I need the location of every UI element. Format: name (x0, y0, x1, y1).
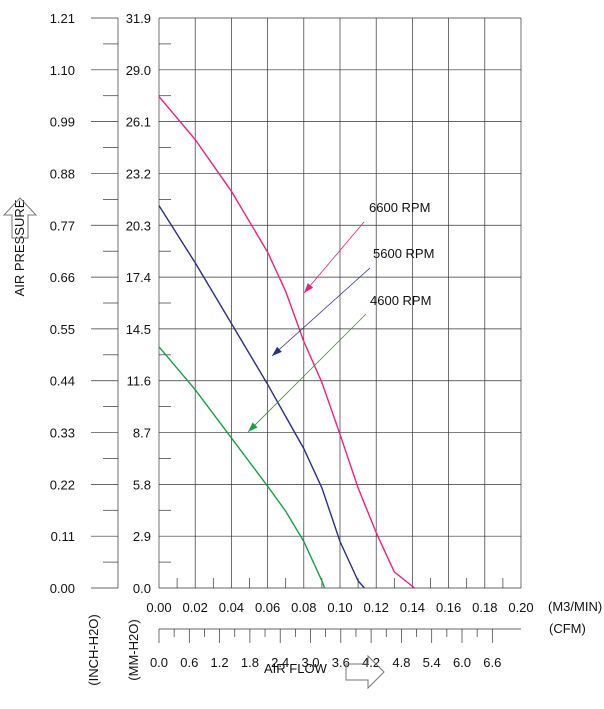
series-group (158, 96, 416, 589)
cfm-tick-label: 6.0 (453, 655, 471, 670)
inch-tick-label: 0.99 (50, 115, 75, 130)
x-unit-m3min-label: (M3/MIN) (548, 599, 602, 614)
series-line (158, 96, 416, 589)
x-tick-label: 0.10 (327, 600, 352, 615)
cfm-axis: 0.0 0.6 1.2 1.8 2.4 3.0 3.6 4.2 4.8 5.4 6.0 6.6 (150, 628, 521, 670)
y-tick-label: 26.1 (126, 115, 151, 130)
inch-tick-label: 1.21 (50, 11, 75, 26)
series-labels: 6600 RPM 5600 RPM 4600 RPM (247, 200, 434, 433)
cfm-tick-label: 3.6 (332, 655, 350, 670)
series-line (158, 346, 326, 589)
inch-tick-label: 0.22 (50, 477, 75, 492)
inch-tick-label: 0.33 (50, 426, 75, 441)
y-tick-label: 31.9 (126, 11, 151, 26)
x-tick-label: 0.14 (400, 600, 425, 615)
series-arrowhead-icon (272, 346, 282, 356)
xlabel: AIR FLOW (264, 661, 328, 676)
y-unit-inch-label: (INCH-H2O) (86, 614, 101, 686)
y-tick-label: 11.6 (127, 374, 151, 389)
y-tick-label: 0.0 (133, 581, 151, 596)
chart-grid: 0.00 0.02 0.04 0.06 0.08 0.10 0.12 0.14 0.16 0.18… (126, 11, 534, 615)
inch-tick-label: 0.44 (50, 374, 75, 389)
y-unit-mm-label: (MM-H2O) (126, 619, 141, 680)
inch-h2o-axis: 0.00 0.11 0.22 0.33 0.44 0.55 0.66 0.77 0.88 0.99… (50, 11, 119, 596)
y-tick-label: 5.8 (133, 477, 151, 492)
inch-tick-label: 0.11 (51, 529, 75, 544)
series-arrowhead-icon (304, 283, 314, 293)
x-tick-label: 0.06 (255, 600, 280, 615)
series-label: 4600 RPM (370, 293, 431, 308)
series-pointer (303, 221, 365, 294)
x-tick-label: 0.18 (472, 600, 497, 615)
y-tick-label: 29.0 (126, 63, 151, 78)
air-pressure-arrow-icon (2, 197, 38, 239)
y-tick-label: 17.4 (126, 270, 151, 285)
inch-tick-label: 0.77 (50, 218, 75, 233)
inch-tick-label: 0.66 (50, 270, 75, 285)
y-tick-label: 14.5 (126, 322, 151, 337)
series-label: 6600 RPM (369, 200, 430, 215)
cfm-tick-label: 0.0 (150, 655, 168, 670)
series-arrowhead-icon (248, 422, 258, 432)
cfm-tick-label: 3.0 (301, 655, 319, 670)
inch-tick-label: 0.00 (50, 581, 75, 596)
y-tick-label: 20.3 (126, 218, 151, 233)
cfm-tick-label: 6.6 (483, 655, 501, 670)
cfm-tick-label: 1.2 (211, 655, 229, 670)
series-pointer (247, 313, 367, 433)
cfm-tick-label: 2.4 (271, 655, 289, 670)
x-unit-cfm-label: (CFM) (549, 621, 586, 636)
x-tick-label: 0.20 (508, 600, 533, 615)
series-pointer (271, 267, 371, 357)
x-tick-label: 0.12 (364, 600, 389, 615)
cfm-tick-label: 5.4 (423, 655, 441, 670)
x-tick-label: 0.02 (183, 600, 208, 615)
y-tick-label: 23.2 (126, 166, 151, 181)
x-tick-label: 0.04 (219, 600, 244, 615)
cfm-tick-label: 4.8 (392, 655, 410, 670)
inch-tick-label: 0.88 (50, 166, 75, 181)
cfm-tick-label: 0.6 (180, 655, 198, 670)
y-tick-label: 8.7 (133, 426, 151, 441)
cfm-tick-label: 4.2 (362, 655, 380, 670)
x-tick-label: 0.16 (436, 600, 461, 615)
inch-tick-label: 1.10 (50, 63, 75, 78)
cfm-tick-label: 1.8 (241, 655, 259, 670)
x-tick-label: 0.00 (146, 600, 171, 615)
y-tick-label: 2.9 (133, 529, 151, 544)
ylabel: AIR PRESSURE (12, 199, 27, 296)
series-line (158, 205, 365, 589)
series-label: 5600 RPM (373, 246, 434, 261)
inch-tick-label: 0.55 (50, 322, 75, 337)
air-flow-arrow-icon (345, 654, 385, 690)
x-tick-label: 0.08 (291, 600, 316, 615)
